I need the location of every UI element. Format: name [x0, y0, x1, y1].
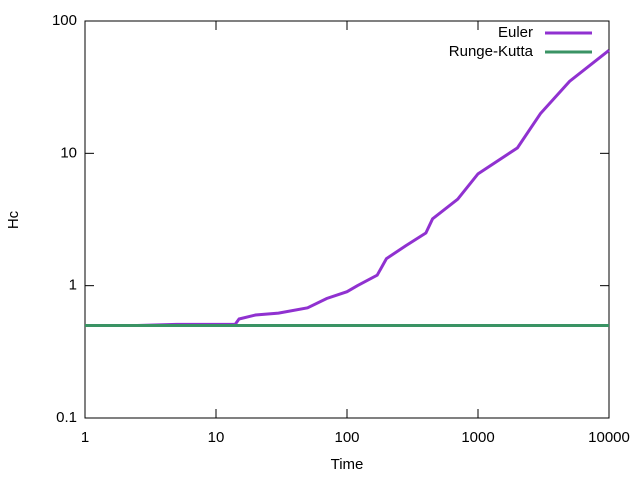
y-tick-label: 10: [60, 144, 77, 161]
plot-border: [84, 20, 610, 419]
y-tick-label: 100: [52, 12, 77, 29]
x-tick-label: 10: [208, 429, 225, 446]
legend-label: Runge-Kutta: [449, 43, 534, 60]
x-tick-label: 10000: [588, 429, 630, 446]
y-tick-label: 0.1: [56, 409, 77, 426]
y-tick-label: 1: [69, 277, 77, 294]
y-axis-label: Hc: [5, 210, 22, 229]
x-tick-label: 1000: [461, 429, 494, 446]
line: [137, 49, 610, 328]
x-axis-label: Time: [331, 456, 364, 473]
legend-label: Euler: [498, 24, 533, 41]
x-tick-label: 100: [334, 429, 359, 446]
x-tick-label: 1: [81, 429, 89, 446]
